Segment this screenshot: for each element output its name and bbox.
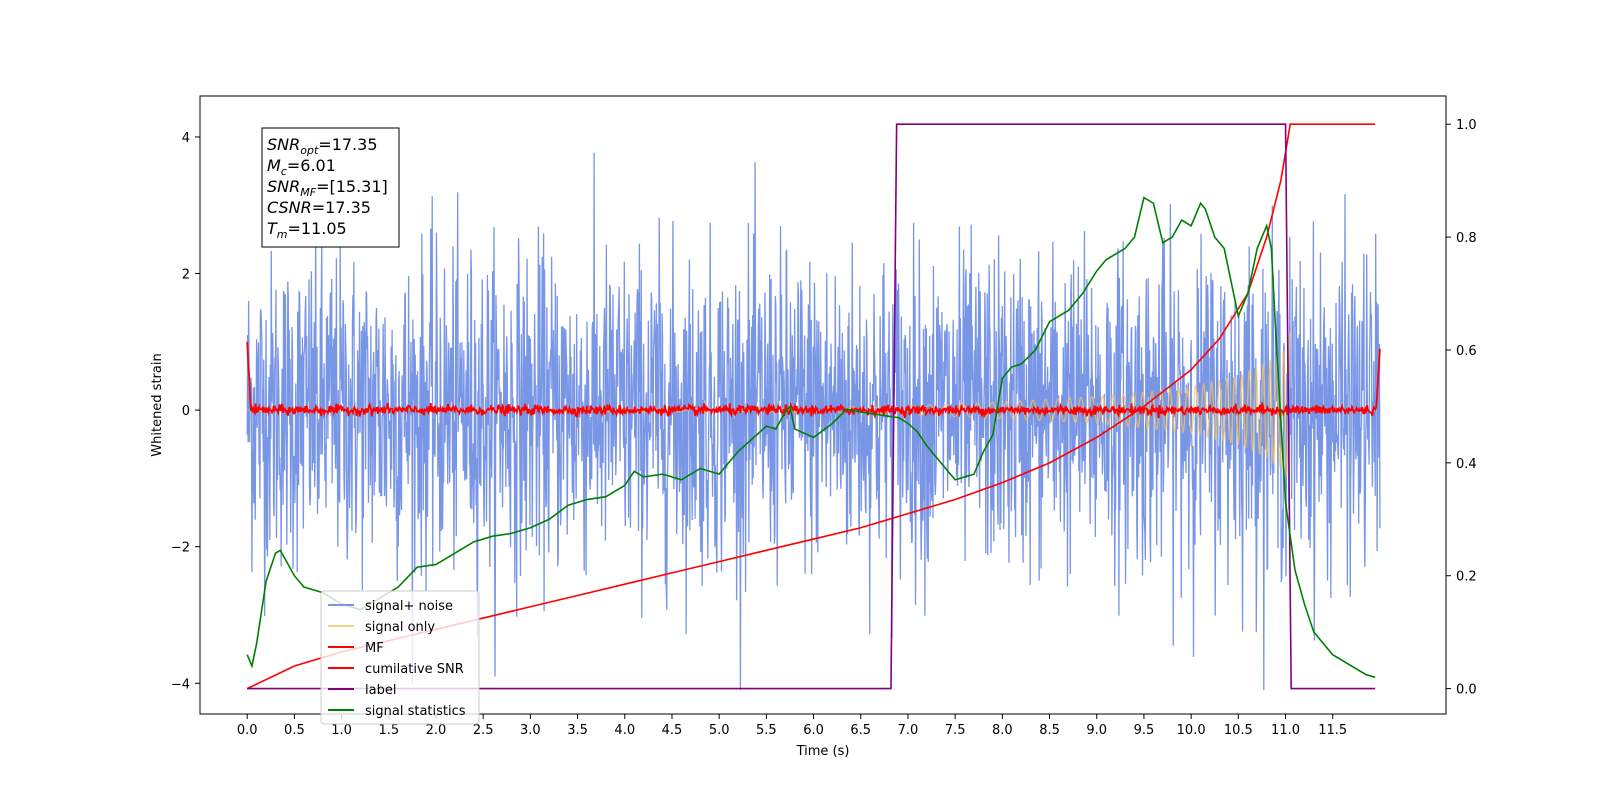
- x-tick-label: 2.5: [473, 723, 494, 738]
- x-tick-label: 5.0: [709, 723, 730, 738]
- x-tick-label: 0.0: [237, 723, 258, 738]
- left-y-tick-label: 2: [182, 268, 190, 283]
- x-axis-label: Time (s): [796, 744, 850, 759]
- right-y-tick-label: 0.8: [1456, 231, 1477, 246]
- x-tick-label: 3.5: [567, 723, 588, 738]
- series-mf-line: [246, 341, 1381, 420]
- x-tick-label: 11.5: [1318, 723, 1347, 738]
- left-y-tick-label: −2: [171, 541, 190, 556]
- left-y-tick-label: 4: [182, 131, 190, 146]
- x-tick-label: 8.0: [992, 723, 1013, 738]
- annotation-line: Mc=6.01: [267, 156, 336, 178]
- right-y-tick-label: 0.2: [1456, 570, 1477, 585]
- x-tick-label: 7.5: [945, 723, 966, 738]
- x-tick-label: 8.5: [1039, 723, 1060, 738]
- annotation-line: SNRopt=17.35: [267, 135, 378, 157]
- x-tick-label: 2.0: [426, 723, 447, 738]
- legend-item-label: signal statistics: [365, 704, 466, 719]
- x-tick-label: 4.0: [614, 723, 635, 738]
- legend-item-label: label: [365, 683, 396, 698]
- annotation-line: CSNR=17.35: [267, 198, 371, 217]
- right-y-tick-label: 0.6: [1456, 344, 1477, 359]
- y-axis-label: Whitened strain: [150, 353, 165, 456]
- right-y-axis-ticks: 0.0 0.2 0.4 0.6 0.8 1.0: [1446, 118, 1477, 698]
- stats-annotation-box: SNRopt=17.35Mc=6.01SNRMF=[15.31]CSNR=17.…: [261, 127, 400, 248]
- left-y-tick-label: 0: [182, 404, 190, 419]
- annotation-line: SNRMF=[15.31]: [267, 177, 388, 199]
- legend-item-label: MF: [365, 641, 384, 656]
- left-y-tick-label: −4: [171, 677, 190, 692]
- x-tick-label: 3.0: [520, 723, 541, 738]
- right-y-tick-label: 0.4: [1456, 457, 1477, 472]
- legend-item-label: signal+ noise: [365, 599, 453, 614]
- right-y-tick-label: 1.0: [1456, 118, 1477, 133]
- annotation-frame: [261, 127, 400, 248]
- legend: signal+ noise signal only MF cumilative SNR…: [320, 590, 480, 725]
- x-tick-label: 0.5: [284, 723, 305, 738]
- x-tick-label: 7.0: [898, 723, 919, 738]
- legend-item-label: cumilative SNR: [365, 662, 464, 677]
- x-tick-label: 9.0: [1086, 723, 1107, 738]
- x-tick-label: 1.0: [331, 723, 352, 738]
- annotation-line: Tm=11.05: [267, 219, 347, 241]
- right-y-tick-label: 0.0: [1456, 683, 1477, 698]
- x-tick-label: 1.5: [378, 723, 399, 738]
- left-y-axis-ticks: −4 −2 0 2 4: [171, 131, 200, 692]
- legend-frame: [320, 590, 480, 725]
- legend-item-label: signal only: [365, 620, 435, 635]
- x-tick-label: 6.5: [850, 723, 871, 738]
- x-tick-label: 4.5: [662, 723, 683, 738]
- x-tick-label: 5.5: [756, 723, 777, 738]
- series-signal-statistics-line: [246, 196, 1376, 679]
- x-axis-ticks: 0.0 0.5 1.0 1.5 2.0 2.5 3.0 3.5 4.0 4.5 5.0 5.5 6.0 6…: [237, 714, 1347, 738]
- x-tick-label: 10.0: [1177, 723, 1206, 738]
- x-tick-label: 6.0: [803, 723, 824, 738]
- x-tick-label: 9.5: [1134, 723, 1155, 738]
- x-tick-label: 11.0: [1271, 723, 1300, 738]
- series-label-line: [247, 123, 1376, 690]
- axes-frame: [199, 95, 1447, 715]
- x-tick-label: 10.5: [1224, 723, 1253, 738]
- series-signal-noise-line: [246, 152, 1381, 691]
